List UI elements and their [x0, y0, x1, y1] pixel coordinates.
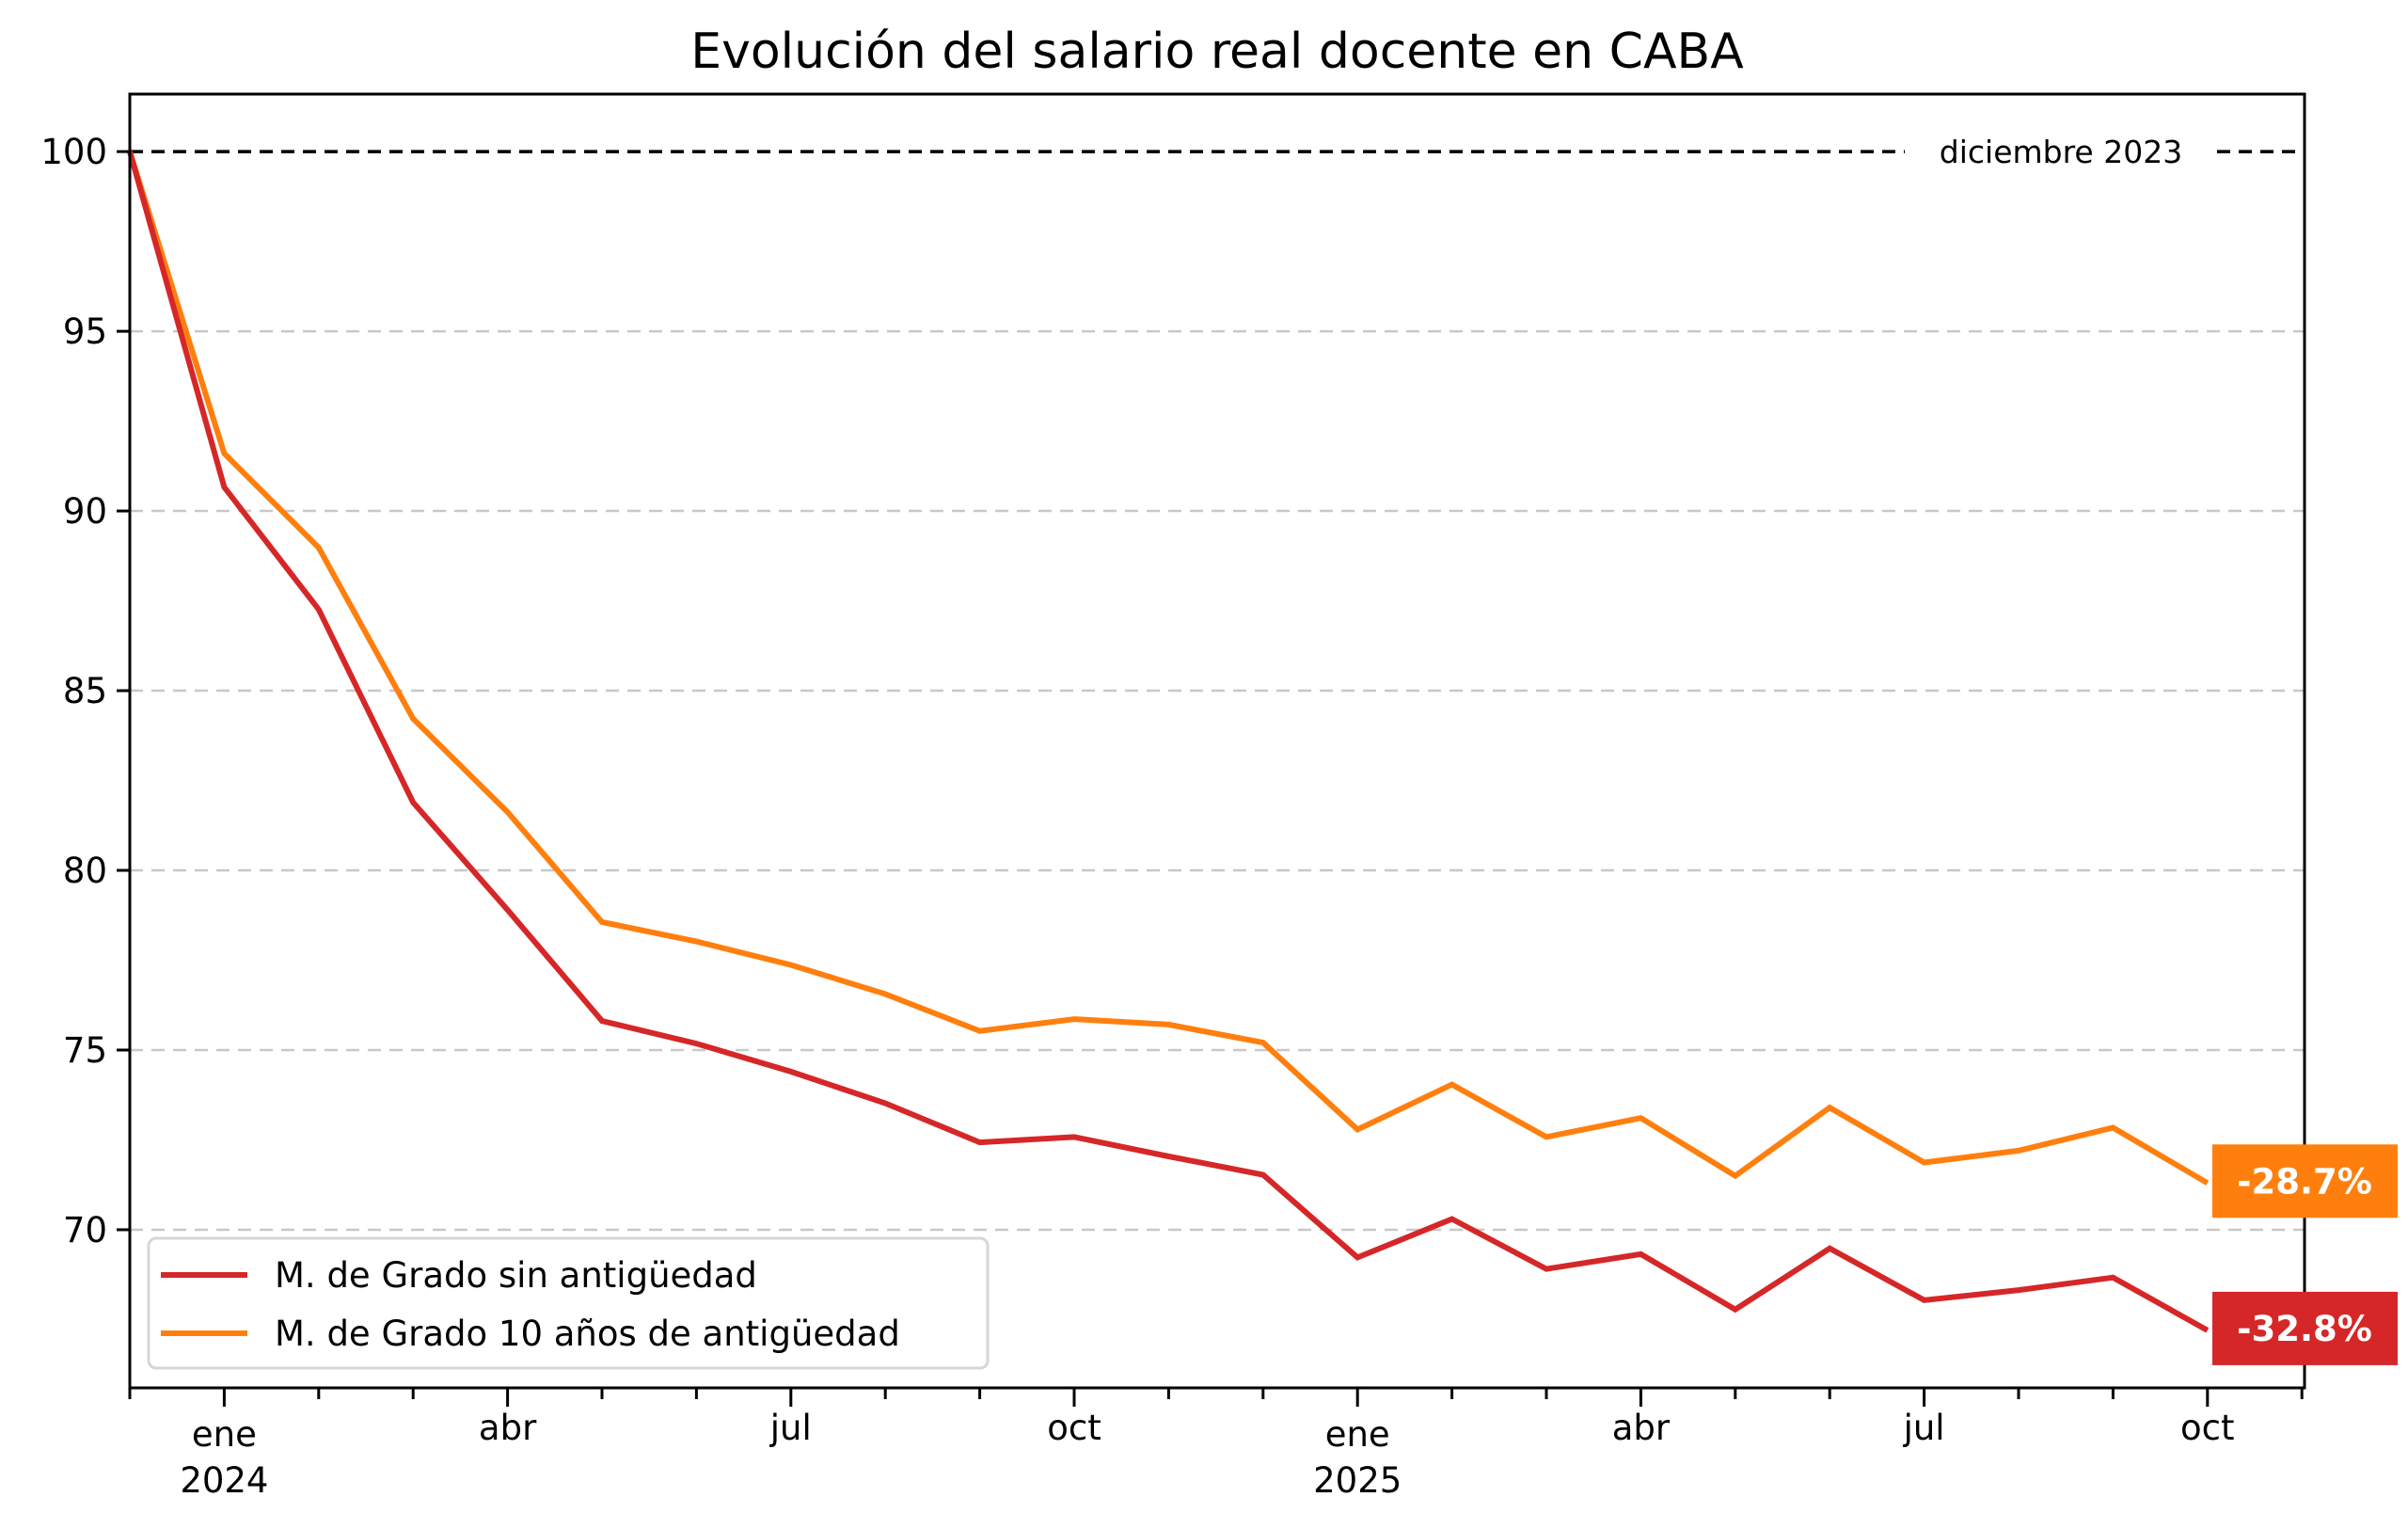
y-tick-label: 85	[63, 671, 107, 711]
x-tick-label: jul	[769, 1408, 812, 1448]
chart-title: Evolución del salario real docente en CA…	[690, 24, 1744, 80]
x-tick-label: oct	[1047, 1408, 1101, 1448]
end-label-text: -32.8%	[2237, 1309, 2372, 1349]
gridlines	[130, 329, 2305, 1232]
legend: M. de Grado sin antigüedad M. de Grado 10…	[147, 1236, 990, 1370]
reference-line-group: diciembre 2023	[130, 134, 2305, 170]
end-label-box	[2212, 1144, 2398, 1218]
x-tick-label: abr	[479, 1408, 537, 1448]
y-tick-label: 100	[40, 132, 107, 172]
x-tick-label: ene	[192, 1414, 257, 1455]
x-tick-label: ene	[1325, 1414, 1390, 1455]
legend-label: M. de Grado 10 años de antigüedad	[275, 1314, 900, 1354]
y-tick-label: 75	[63, 1030, 107, 1071]
end-label-text: -28.7%	[2237, 1161, 2372, 1202]
x-tick-label: abr	[1612, 1408, 1671, 1448]
x-tick-sublabel: 2024	[180, 1460, 268, 1501]
x-axis: ene 2024 abr jul oct ene 2025 abr jul oct	[128, 1388, 2304, 1501]
y-axis: 70 75 80 85 90 95 100	[40, 132, 130, 1250]
end-label-box	[2212, 1291, 2398, 1365]
y-tick-label: 80	[63, 851, 107, 891]
x-tick-label: jul	[1903, 1408, 1945, 1448]
legend-label: M. de Grado sin antigüedad	[275, 1255, 757, 1296]
y-tick-label: 90	[63, 491, 107, 532]
series-line	[127, 151, 2210, 1186]
series-line	[127, 151, 2210, 1333]
legend-box	[147, 1236, 990, 1370]
end-labels: -32.8% -28.7%	[2212, 1144, 2398, 1365]
series-group	[127, 151, 2210, 1333]
reference-line-label: diciembre 2023	[1940, 134, 2182, 170]
y-tick-label: 95	[63, 311, 107, 352]
x-tick-label: oct	[2180, 1408, 2235, 1448]
plot-frame	[128, 92, 2306, 1390]
y-tick-label: 70	[63, 1210, 107, 1250]
x-tick-sublabel: 2025	[1313, 1460, 1402, 1501]
